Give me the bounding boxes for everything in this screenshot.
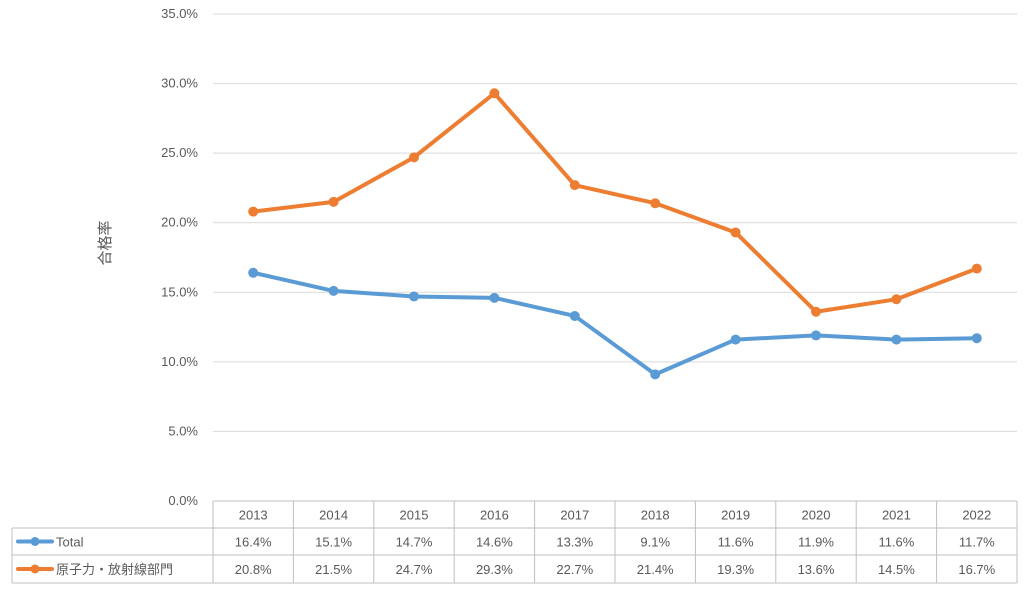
x-tick-label: 2015 [400, 508, 429, 523]
legend-label: 原子力・放射線部門 [56, 562, 173, 577]
data-point [971, 263, 982, 274]
x-tick-label: 2013 [239, 508, 268, 523]
data-label: 14.5% [878, 562, 915, 577]
data-label: 11.9% [798, 535, 834, 550]
x-tick-label: 2017 [560, 508, 589, 523]
data-point [730, 227, 741, 238]
data-label: 29.3% [476, 562, 513, 577]
x-tick-label: 2018 [641, 508, 670, 523]
x-tick-label: 2019 [721, 508, 750, 523]
y-tick-label: 10.0% [161, 354, 198, 369]
series-lines [248, 88, 982, 380]
y-tick-label: 0.0% [168, 493, 198, 508]
y-tick-label: 20.0% [161, 215, 198, 230]
data-label: 14.6% [476, 535, 513, 550]
data-point [489, 88, 500, 99]
data-label: 19.3% [717, 562, 754, 577]
data-label: 13.3% [556, 535, 593, 550]
data-point [248, 206, 259, 217]
data-label: 21.4% [637, 562, 674, 577]
x-tick-label: 2022 [962, 508, 991, 523]
data-point [811, 306, 821, 317]
data-label: 11.6% [718, 535, 754, 550]
legend-label: Total [56, 535, 84, 550]
data-label: 16.7% [958, 562, 995, 577]
legend-key-marker [30, 564, 40, 574]
data-point [650, 198, 661, 209]
y-tick-label: 25.0% [161, 145, 198, 160]
series-line [251, 270, 979, 377]
y-tick-label: 30.0% [161, 76, 198, 91]
data-point [811, 330, 821, 341]
gridlines [213, 13, 1017, 432]
data-label: 21.5% [315, 562, 352, 577]
data-point [328, 196, 339, 207]
data-label: 14.7% [396, 535, 433, 550]
data-label: 11.6% [878, 535, 914, 550]
data-point [328, 285, 339, 296]
data-point [650, 369, 661, 380]
data-label: 11.7% [959, 535, 995, 550]
legend-key-marker [30, 537, 40, 546]
data-label: 9.1% [640, 535, 670, 550]
data-point [569, 310, 580, 321]
data-point [891, 334, 902, 345]
y-tick-label: 5.0% [168, 423, 198, 438]
data-point [971, 333, 982, 344]
data-point [248, 267, 259, 278]
y-axis-label: 合格率 [97, 220, 114, 265]
data-label: 13.6% [798, 562, 835, 577]
y-axis-ticks: 0.0% 5.0% 10.0% 15.0% 20.0% 25.0% 30.0% 35.0% [161, 6, 198, 508]
data-table: 2013 2014 2015 2016 2017 2018 2019 2020 2021 2022… [11, 500, 1018, 584]
x-tick-label: 2020 [802, 508, 831, 523]
x-tick-label: 2014 [319, 508, 348, 523]
data-label: 15.1% [315, 535, 352, 550]
data-label: 24.7% [396, 562, 433, 577]
data-point [489, 292, 500, 303]
x-tick-label: 2021 [882, 508, 911, 523]
data-point [569, 180, 580, 191]
data-label: 16.4% [235, 535, 272, 550]
data-label: 22.7% [556, 562, 593, 577]
data-label: 20.8% [235, 562, 272, 577]
y-tick-label: 35.0% [161, 6, 198, 21]
data-point [409, 291, 419, 302]
y-tick-label: 15.0% [161, 284, 198, 299]
data-point [891, 294, 902, 305]
series-line [251, 91, 979, 314]
data-point [730, 334, 741, 345]
x-tick-label: 2016 [480, 508, 509, 523]
data-point [409, 152, 419, 163]
